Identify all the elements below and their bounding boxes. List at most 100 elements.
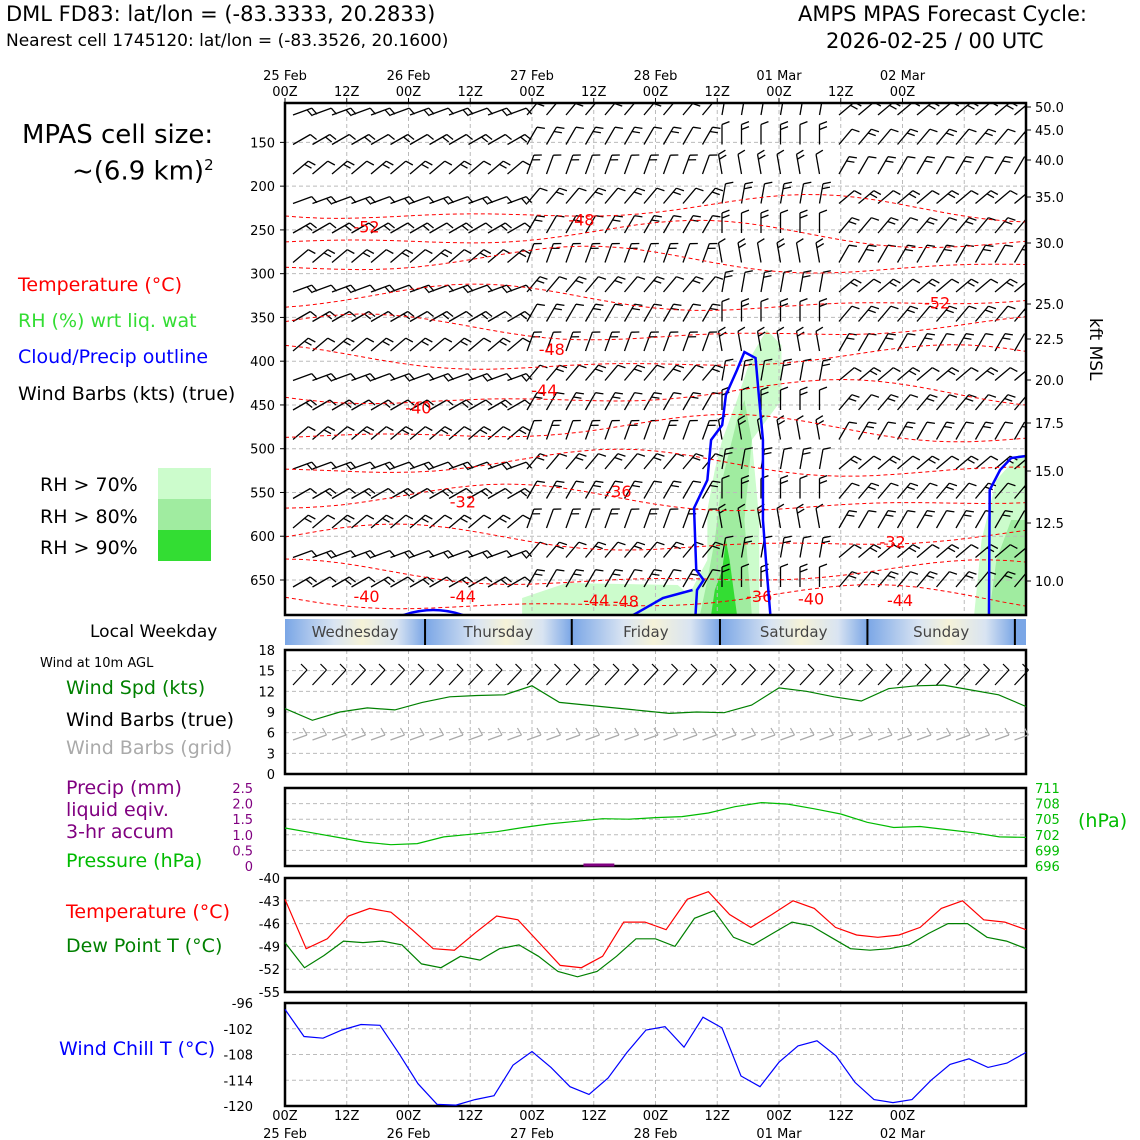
wind-barb: [546, 364, 568, 381]
wind-barb: [623, 419, 640, 440]
model-title: AMPS MPAS Forecast Cycle:: [798, 2, 1087, 26]
wind-barb: [682, 541, 704, 558]
wind-barb: [623, 303, 643, 322]
wind-barb: [818, 535, 831, 558]
wind-barb: [565, 154, 581, 175]
wind-barb-true: [760, 663, 776, 686]
wind-barb: [799, 563, 808, 587]
wind-barb: [507, 337, 531, 352]
temperature-contour: [285, 413, 1026, 443]
wind-barb: [877, 128, 899, 145]
wind-barb: [409, 426, 433, 440]
wind-barb: [721, 563, 730, 587]
wind-barb: [585, 103, 597, 116]
wind-barb: [916, 455, 940, 470]
temperature-contour: [285, 283, 1026, 311]
temperature-line: [284, 891, 1027, 969]
wind-barb: [643, 541, 665, 558]
wind-barb-true: [877, 663, 893, 686]
wind-barb: [818, 297, 828, 322]
wind-barb: [994, 217, 1016, 234]
weekday-strip: Wednesday Thursday Friday Saturday Sunday: [285, 619, 1026, 645]
wind-barb-grid: [312, 727, 328, 741]
wind-barb-true: [565, 663, 581, 686]
wind-barb-true: [916, 663, 932, 686]
temp-tick-label: -46: [259, 918, 280, 933]
wind-barb: [507, 107, 533, 116]
wind-barb: [795, 503, 805, 529]
wind-barb: [351, 576, 376, 588]
wind-barb: [1014, 104, 1026, 116]
wind-barb: [643, 154, 659, 175]
wind-barb: [312, 487, 337, 500]
wind-barb: [584, 569, 604, 588]
wind-barb: [916, 305, 938, 322]
temperature-contour: [285, 523, 1026, 551]
wind-barb-true: [1014, 663, 1029, 686]
precip-frame: [283, 786, 1028, 868]
wind-barb: [584, 419, 601, 440]
top-hour-label: 00Z: [272, 85, 298, 100]
wind-barb: [857, 244, 877, 263]
wind-barb: [468, 160, 492, 175]
wind-barb-grid: [819, 727, 835, 741]
wind-barb: [838, 156, 858, 175]
rh-region-2: [699, 400, 752, 615]
wind-barb: [623, 392, 643, 411]
wind-barb: [916, 571, 938, 588]
wind-barb: [975, 217, 997, 234]
wind-barb: [604, 187, 626, 204]
wind-barb: [448, 249, 472, 263]
wind-barb: [409, 576, 434, 588]
weekday-cell: [425, 619, 572, 645]
wind-barb: [545, 392, 565, 411]
wind-barb: [737, 415, 747, 440]
wind-barb: [565, 303, 585, 322]
wind-barb: [545, 154, 562, 175]
wind-barb: [974, 333, 994, 352]
temp-panel-label: Temperature (°C): [66, 901, 230, 923]
wind-barb: [468, 426, 492, 440]
wind-barb: [857, 510, 877, 529]
top-hour-label: 12Z: [705, 85, 731, 100]
wind-barb: [662, 126, 682, 145]
wind-barb: [916, 156, 936, 175]
wind-barb: [604, 569, 624, 588]
bottom-date-label: 27 Feb: [510, 1127, 554, 1140]
wind-barb: [623, 480, 643, 499]
wind-barb: [936, 278, 960, 293]
wind-barb: [584, 126, 604, 145]
wind-barb: [468, 222, 493, 234]
wind-barb: [815, 326, 824, 352]
right-tick-label: 15.0: [1035, 465, 1064, 480]
wind-barb: [429, 222, 454, 234]
wind-barb-grid: [663, 727, 679, 741]
wind-barb: [955, 367, 979, 381]
wind-barb: [717, 326, 727, 352]
wind-barb: [623, 242, 640, 263]
bottom-hour-label: 00Z: [766, 1109, 792, 1124]
wind10m-tick-label: 3: [267, 747, 275, 762]
wind-barb: [974, 156, 994, 175]
bottom-hour-label: 00Z: [519, 1109, 545, 1124]
wind-barb: [662, 508, 679, 529]
wind-barb: [370, 576, 395, 588]
wind-barb: [565, 331, 581, 352]
wind-barb: [585, 276, 607, 293]
weekday-name: Friday: [623, 623, 669, 641]
wind-barb: [351, 399, 376, 411]
wind-barb: [858, 394, 880, 411]
wind-barb: [994, 544, 1018, 558]
wind10m-frame: [283, 648, 1028, 776]
wind-barb: [701, 392, 721, 411]
wind-barb-grid: [858, 727, 874, 741]
wind-barb: [721, 474, 730, 499]
wind-barb-grid: [975, 727, 991, 741]
wind-barb: [507, 426, 531, 440]
wind-barb: [916, 217, 938, 234]
temp-tick-label: -43: [259, 895, 280, 910]
wind-barb: [624, 541, 646, 558]
wind-barb: [312, 514, 336, 529]
wind-barb-grid: [468, 727, 484, 741]
wind-barb: [351, 337, 375, 352]
